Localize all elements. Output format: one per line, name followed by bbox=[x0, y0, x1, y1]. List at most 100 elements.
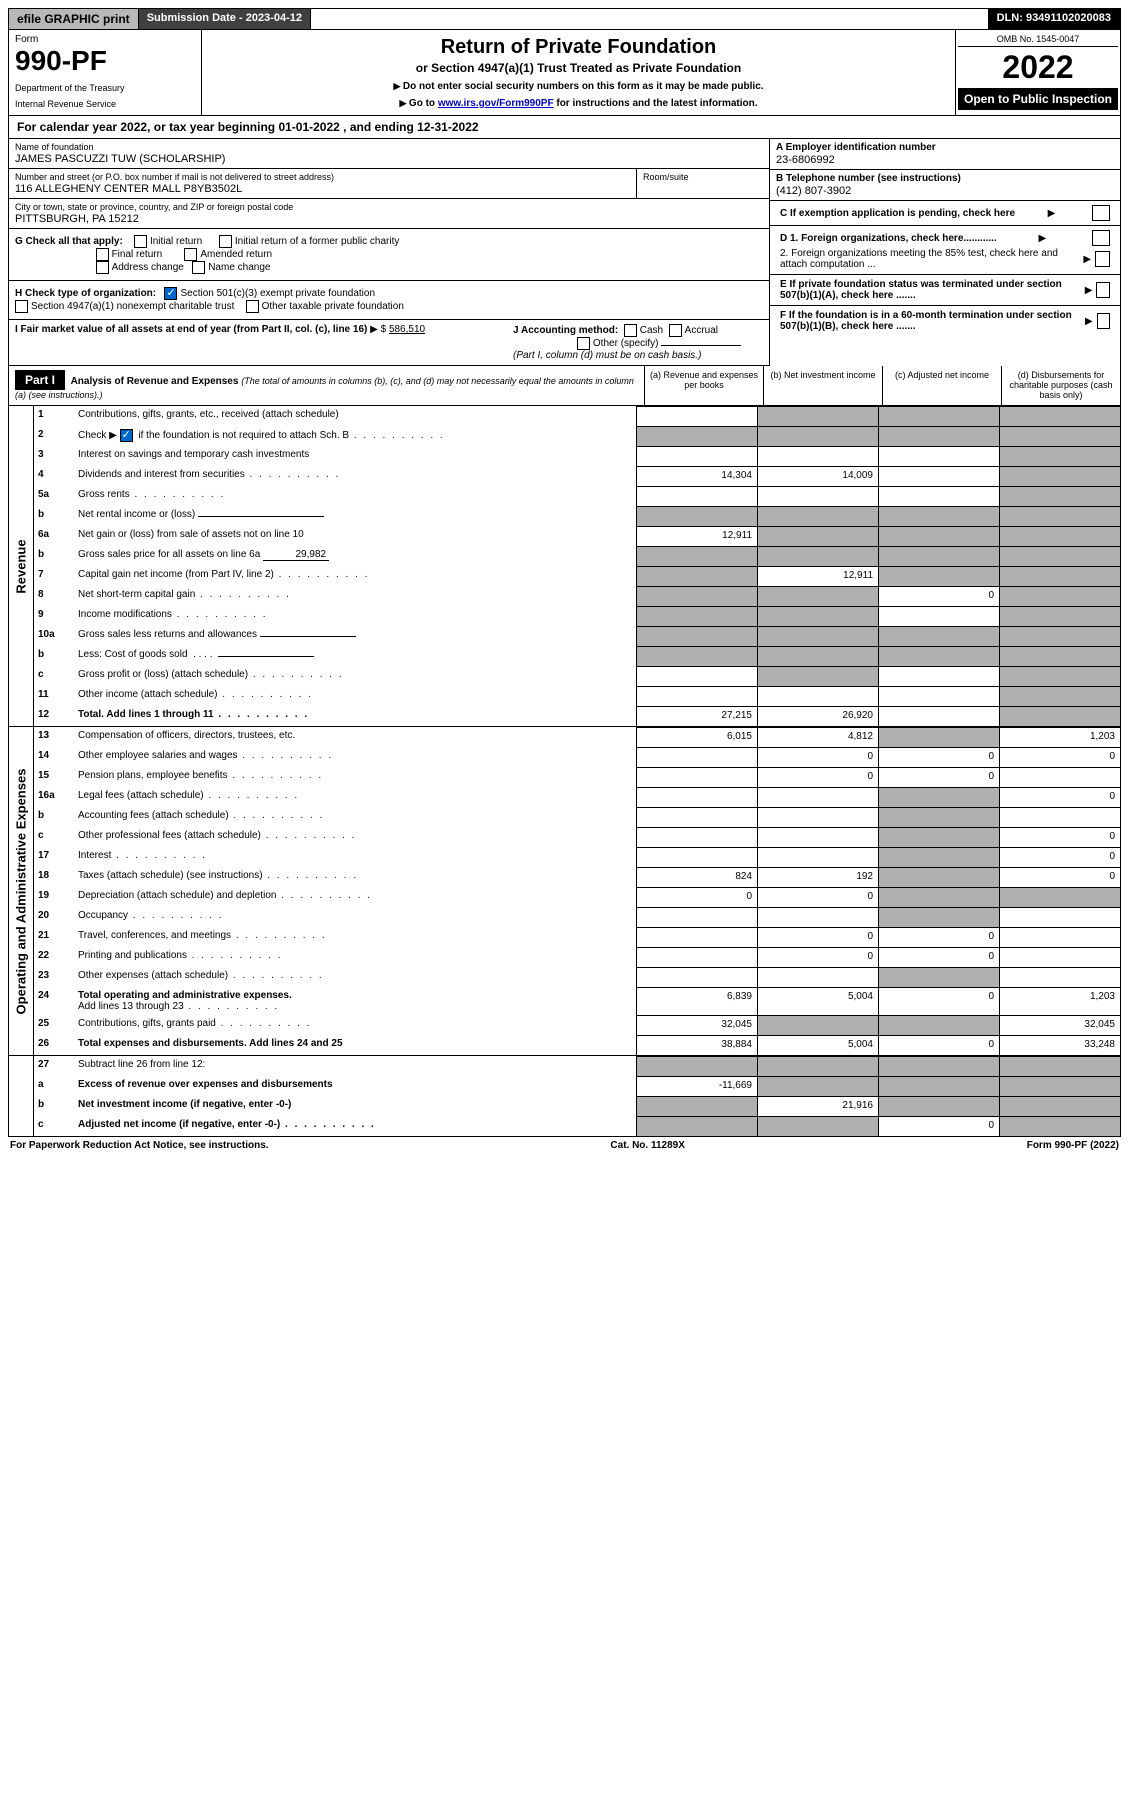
r9t: Income modifications bbox=[78, 609, 172, 620]
4947-checkbox[interactable] bbox=[15, 300, 28, 313]
r19-desc: Depreciation (attach schedule) and deple… bbox=[74, 887, 636, 907]
r4a: 14,304 bbox=[636, 466, 757, 486]
r2b: if the foundation is not required to att… bbox=[138, 430, 349, 441]
row-1: 1Contributions, gifts, grants, etc., rec… bbox=[34, 406, 1120, 426]
part1-label: Part I bbox=[15, 370, 65, 390]
row-5b: bNet rental income or (loss) bbox=[34, 506, 1120, 526]
amended-checkbox[interactable] bbox=[184, 248, 197, 261]
g-label: G Check all that apply: bbox=[15, 236, 123, 247]
revenue-body: 1Contributions, gifts, grants, etc., rec… bbox=[34, 406, 1120, 726]
r22b: 0 bbox=[757, 947, 878, 967]
final-return-checkbox[interactable] bbox=[96, 248, 109, 261]
c-label: C If exemption application is pending, c… bbox=[780, 208, 1015, 219]
501c3-checkbox[interactable] bbox=[164, 287, 177, 300]
blank-side bbox=[9, 1056, 34, 1136]
expenses-body: 13Compensation of officers, directors, t… bbox=[34, 727, 1120, 1055]
r15b: 0 bbox=[757, 767, 878, 787]
i-j-row: I Fair market value of all assets at end… bbox=[9, 320, 769, 366]
r13-desc: Compensation of officers, directors, tru… bbox=[74, 727, 636, 747]
room-cell: Room/suite bbox=[636, 169, 769, 198]
dln: DLN: 93491102020083 bbox=[989, 9, 1120, 29]
r5bt: Net rental income or (loss) bbox=[78, 509, 195, 520]
r14c: 0 bbox=[878, 747, 999, 767]
r16a-desc: Legal fees (attach schedule) bbox=[74, 787, 636, 807]
r16ad: 0 bbox=[999, 787, 1120, 807]
city-cell: City or town, state or province, country… bbox=[9, 199, 769, 229]
foundation-name-cell: Name of foundation JAMES PASCUZZI TUW (S… bbox=[9, 139, 769, 169]
other-taxable-checkbox[interactable] bbox=[246, 300, 259, 313]
row-3: 3Interest on savings and temporary cash … bbox=[34, 446, 1120, 466]
c-cell: C If exemption application is pending, c… bbox=[770, 201, 1120, 226]
row-27a: aExcess of revenue over expenses and dis… bbox=[34, 1076, 1120, 1096]
address-change-checkbox[interactable] bbox=[96, 261, 109, 274]
e-checkbox[interactable] bbox=[1096, 282, 1110, 298]
r26b: 5,004 bbox=[757, 1035, 878, 1055]
r14t: Other employee salaries and wages bbox=[78, 750, 238, 761]
r7-desc: Capital gain net income (from Part IV, l… bbox=[74, 566, 636, 586]
r25a: 32,045 bbox=[636, 1015, 757, 1035]
name-change-checkbox[interactable] bbox=[192, 261, 205, 274]
r25d: 32,045 bbox=[999, 1015, 1120, 1035]
r18-desc: Taxes (attach schedule) (see instruction… bbox=[74, 867, 636, 887]
r21c: 0 bbox=[878, 927, 999, 947]
initial-return-checkbox[interactable] bbox=[134, 235, 147, 248]
r27bb: 21,916 bbox=[757, 1096, 878, 1116]
d2-checkbox[interactable] bbox=[1095, 251, 1110, 267]
row-8: 8Net short-term capital gain0 bbox=[34, 586, 1120, 606]
r11t: Other income (attach schedule) bbox=[78, 689, 218, 700]
r3-desc: Interest on savings and temporary cash i… bbox=[74, 446, 636, 466]
schb-checkbox[interactable] bbox=[120, 429, 133, 442]
efile-print-btn[interactable]: efile GRAPHIC print bbox=[9, 9, 139, 29]
row-5a: 5aGross rents bbox=[34, 486, 1120, 506]
d1-checkbox[interactable] bbox=[1092, 230, 1110, 246]
initial-former-checkbox[interactable] bbox=[219, 235, 232, 248]
info-right: A Employer identification number 23-6806… bbox=[769, 139, 1120, 366]
r7b: 12,911 bbox=[757, 566, 878, 586]
r24-desc: Total operating and administrative expen… bbox=[74, 987, 636, 1015]
r26c: 0 bbox=[878, 1035, 999, 1055]
col-a-head: (a) Revenue and expenses per books bbox=[644, 366, 763, 405]
accrual-checkbox[interactable] bbox=[669, 324, 682, 337]
r21-desc: Travel, conferences, and meetings bbox=[74, 927, 636, 947]
r10b-desc: Less: Cost of goods sold . . . . bbox=[74, 646, 636, 666]
f-checkbox[interactable] bbox=[1097, 313, 1110, 329]
row-10a: 10aGross sales less returns and allowanc… bbox=[34, 626, 1120, 646]
r13b: 4,812 bbox=[757, 727, 878, 747]
part1-desc: Part I Analysis of Revenue and Expenses … bbox=[9, 366, 644, 405]
form-subtitle: or Section 4947(a)(1) Trust Treated as P… bbox=[208, 61, 949, 75]
other-method-checkbox[interactable] bbox=[577, 337, 590, 350]
r6b-desc: Gross sales price for all assets on line… bbox=[74, 546, 636, 566]
foundation-name: JAMES PASCUZZI TUW (SCHOLARSHIP) bbox=[15, 153, 763, 165]
j-label: J Accounting method: bbox=[513, 325, 618, 336]
part1-title: Analysis of Revenue and Expenses bbox=[71, 376, 239, 387]
r10c-desc: Gross profit or (loss) (attach schedule) bbox=[74, 666, 636, 686]
r14-desc: Other employee salaries and wages bbox=[74, 747, 636, 767]
g-check-row: G Check all that apply: Initial return I… bbox=[9, 229, 769, 281]
expenses-section: Operating and Administrative Expenses 13… bbox=[8, 727, 1121, 1056]
r4t: Dividends and interest from securities bbox=[78, 469, 245, 480]
form-title: Return of Private Foundation bbox=[208, 36, 949, 59]
r24a: 6,839 bbox=[636, 987, 757, 1015]
r26-desc: Total expenses and disbursements. Add li… bbox=[74, 1035, 636, 1055]
form-number: 990-PF bbox=[15, 45, 195, 77]
r12b: 26,920 bbox=[757, 706, 878, 726]
cash-checkbox[interactable] bbox=[624, 324, 637, 337]
d1-label: D 1. Foreign organizations, check here..… bbox=[780, 233, 997, 244]
r6bt: Gross sales price for all assets on line… bbox=[78, 549, 260, 560]
note-link: Go to www.irs.gov/Form990PF for instruct… bbox=[208, 98, 949, 109]
d-cell: D 1. Foreign organizations, check here..… bbox=[770, 226, 1120, 275]
r21t: Travel, conferences, and meetings bbox=[78, 930, 231, 941]
d2-label: 2. Foreign organizations meeting the 85%… bbox=[780, 248, 1083, 270]
ein-cell: A Employer identification number 23-6806… bbox=[770, 139, 1120, 170]
expenses-side-label: Operating and Administrative Expenses bbox=[9, 727, 34, 1055]
r24d: 1,203 bbox=[999, 987, 1120, 1015]
irs-link[interactable]: www.irs.gov/Form990PF bbox=[438, 98, 554, 109]
expenses-text: Operating and Administrative Expenses bbox=[14, 768, 29, 1014]
c-checkbox[interactable] bbox=[1092, 205, 1110, 221]
f-label: F If the foundation is in a 60-month ter… bbox=[780, 310, 1085, 332]
r5at: Gross rents bbox=[78, 489, 130, 500]
r10at: Gross sales less returns and allowances bbox=[78, 629, 257, 640]
r10a-desc: Gross sales less returns and allowances bbox=[74, 626, 636, 646]
r10bt: Less: Cost of goods sold bbox=[78, 649, 188, 660]
r11-desc: Other income (attach schedule) bbox=[74, 686, 636, 706]
